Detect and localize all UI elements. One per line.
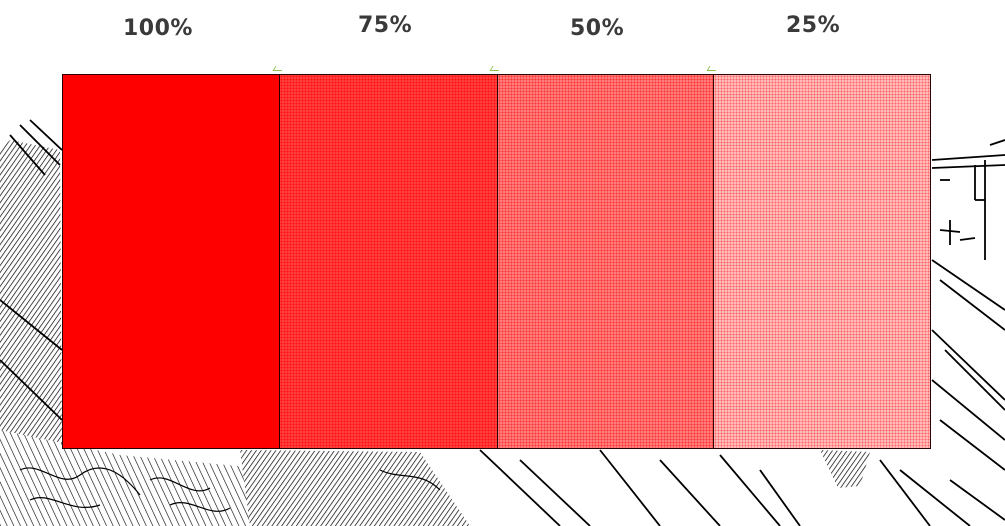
label-75-percent: 75%	[358, 13, 413, 38]
sketch-lines	[0, 119, 1005, 526]
sketch-scribbles	[19, 467, 441, 512]
label-100-percent: 100%	[123, 16, 193, 41]
swatch-75-percent	[280, 75, 498, 448]
intensity-swatch-strip	[62, 74, 931, 449]
sketch-left-mass	[0, 140, 62, 526]
sketch-bottom-right-blob	[820, 450, 870, 488]
swatch-25-percent	[714, 75, 930, 448]
swatch-50-percent	[498, 75, 714, 448]
swatch-100-percent	[63, 75, 280, 448]
label-25-percent: 25%	[786, 13, 841, 38]
sketch-bottom-center	[240, 450, 470, 526]
label-50-percent: 50%	[570, 16, 625, 41]
